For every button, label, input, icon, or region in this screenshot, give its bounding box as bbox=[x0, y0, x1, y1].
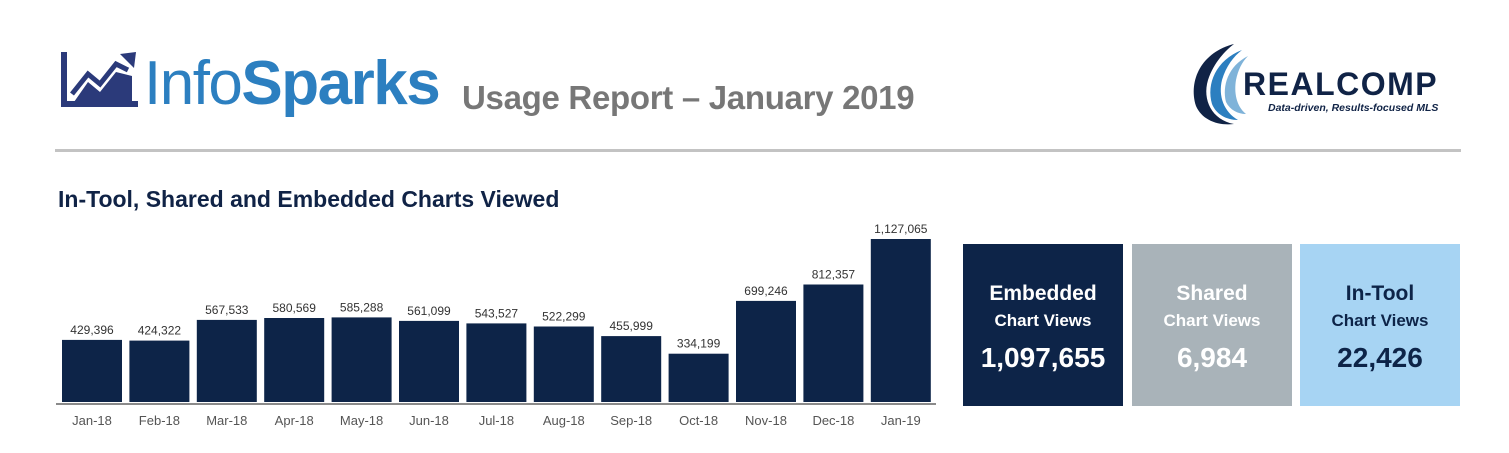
brand-sparks: Sparks bbox=[241, 49, 440, 118]
bar-jul-18 bbox=[466, 323, 527, 402]
shared-card-line2: Chart Views bbox=[1163, 311, 1261, 330]
in-tool-card-value: 22,426 bbox=[1337, 342, 1423, 373]
x-tick-jan-19: Jan-19 bbox=[881, 413, 921, 428]
x-tick-jan-18: Jan-18 bbox=[72, 413, 112, 428]
x-tick-mar-18: Mar-18 bbox=[206, 413, 247, 428]
bar-dec-18 bbox=[803, 284, 864, 402]
shared-views-card: Shared Chart Views 6,984 bbox=[1132, 244, 1292, 406]
x-tick-may-18: May-18 bbox=[340, 413, 383, 428]
data-label-feb-18: 424,322 bbox=[138, 324, 182, 338]
bar-jan-18 bbox=[62, 339, 122, 402]
data-label-jul-18: 543,527 bbox=[475, 306, 519, 320]
report-title: Usage Report – January 2019 bbox=[462, 79, 915, 116]
data-label-jan-18: 429,396 bbox=[70, 323, 114, 337]
x-tick-jul-18: Jul-18 bbox=[479, 413, 514, 428]
bar-mar-18 bbox=[196, 319, 257, 402]
report-header: InfoSparks Usage Report – January 2019 R… bbox=[0, 0, 1509, 150]
data-label-aug-18: 522,299 bbox=[542, 310, 586, 324]
x-tick-dec-18: Dec-18 bbox=[812, 413, 854, 428]
infosparks-logo-text: InfoSparks bbox=[144, 44, 441, 124]
bar-apr-18 bbox=[264, 318, 325, 402]
monthly-views-bar-chart: 429,396 Jan-18 424,322 Feb-18 567,533 Mar-18 5… bbox=[56, 222, 936, 428]
x-tick-sep-18: Sep-18 bbox=[610, 413, 652, 428]
embedded-card-value: 1,097,655 bbox=[980, 342, 1106, 373]
in-tool-views-card: In-Tool Chart Views 22,426 bbox=[1300, 244, 1460, 406]
bar-sep-18 bbox=[601, 336, 662, 402]
data-label-dec-18: 812,357 bbox=[812, 268, 856, 282]
bar-oct-18 bbox=[668, 353, 729, 402]
data-label-jan-19: 1,127,065 bbox=[874, 222, 928, 236]
data-label-apr-18: 580,569 bbox=[273, 301, 317, 315]
x-tick-aug-18: Aug-18 bbox=[543, 413, 585, 428]
shared-card-line1: Shared bbox=[1176, 282, 1248, 305]
data-label-oct-18: 334,199 bbox=[677, 337, 721, 351]
bar-jan-19 bbox=[870, 239, 931, 402]
data-label-sep-18: 455,999 bbox=[610, 319, 654, 333]
x-tick-jun-18: Jun-18 bbox=[409, 413, 449, 428]
header-divider bbox=[55, 149, 1461, 152]
data-label-may-18: 585,288 bbox=[340, 300, 384, 314]
bar-feb-18 bbox=[129, 340, 190, 402]
realcomp-swoosh-icon bbox=[1193, 44, 1248, 125]
bar-nov-18 bbox=[736, 300, 796, 402]
in-tool-card-line1: In-Tool bbox=[1345, 282, 1415, 305]
realcomp-tagline: Data-driven, Results-focused MLS bbox=[1268, 102, 1439, 114]
brand-info: Info bbox=[144, 49, 243, 118]
section-title: In-Tool, Shared and Embedded Charts View… bbox=[58, 186, 560, 212]
x-tick-nov-18: Nov-18 bbox=[745, 413, 787, 428]
x-tick-oct-18: Oct-18 bbox=[679, 413, 718, 428]
embedded-card-line2: Chart Views bbox=[994, 311, 1092, 330]
data-label-mar-18: 567,533 bbox=[205, 303, 249, 317]
in-tool-card-line2: Chart Views bbox=[1331, 311, 1429, 330]
data-label-nov-18: 699,246 bbox=[744, 284, 788, 298]
embedded-card-line1: Embedded bbox=[989, 282, 1097, 305]
shared-card-value: 6,984 bbox=[1176, 342, 1248, 373]
bar-may-18 bbox=[331, 317, 392, 402]
x-tick-feb-18: Feb-18 bbox=[139, 413, 180, 428]
realcomp-name: REALCOMP bbox=[1243, 66, 1439, 102]
bar-jun-18 bbox=[399, 320, 459, 402]
infosparks-chart-icon bbox=[61, 52, 138, 107]
embedded-views-card: Embedded Chart Views 1,097,655 bbox=[963, 244, 1123, 406]
bar-aug-18 bbox=[533, 326, 594, 402]
data-label-jun-18: 561,099 bbox=[407, 304, 451, 318]
x-tick-apr-18: Apr-18 bbox=[275, 413, 314, 428]
